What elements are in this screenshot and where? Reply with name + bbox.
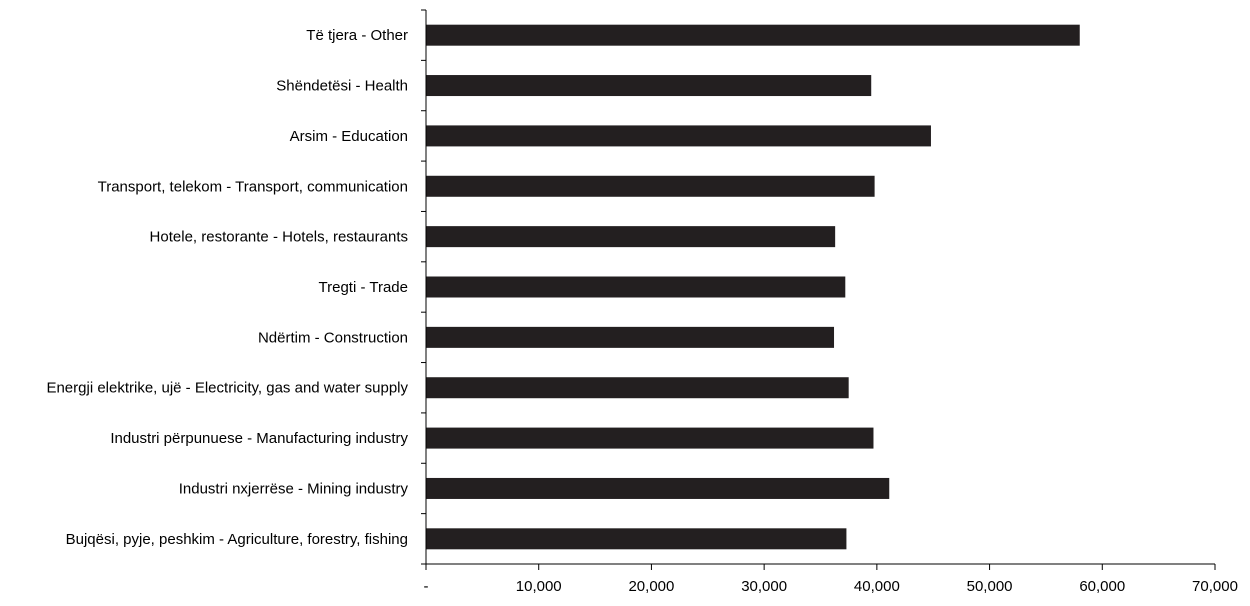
bar <box>426 377 849 399</box>
bar <box>426 125 931 147</box>
bar <box>426 24 1080 46</box>
x-tick-label: 20,000 <box>628 578 674 595</box>
bar <box>426 226 836 248</box>
bars-group <box>426 24 1080 550</box>
labels-group: Bujqësi, pyje, peshkim - Agriculture, fo… <box>46 27 1237 595</box>
category-label: Hotele, restorante - Hotels, restaurants <box>150 229 408 246</box>
category-label: Transport, telekom - Transport, communic… <box>98 178 408 195</box>
x-tick-label: 40,000 <box>854 578 900 595</box>
bar <box>426 276 846 298</box>
x-tick-label: 50,000 <box>967 578 1013 595</box>
category-label: Shëndetësi - Health <box>276 78 408 95</box>
x-tick-label: 30,000 <box>741 578 787 595</box>
bar <box>426 528 847 550</box>
x-tick-label: - <box>424 578 429 595</box>
category-label: Industri përpunuese - Manufacturing indu… <box>110 430 408 447</box>
category-label: Industri nxjerrëse - Mining industry <box>179 480 409 497</box>
bar <box>426 326 835 348</box>
category-label: Tregti - Trade <box>319 279 408 296</box>
category-label: Arsim - Education <box>290 128 408 145</box>
category-label: Bujqësi, pyje, peshkim - Agriculture, fo… <box>66 531 408 548</box>
category-label: Energji elektrike, ujë - Electricity, ga… <box>46 380 408 397</box>
category-label: Të tjera - Other <box>306 27 408 44</box>
bar <box>426 477 890 499</box>
x-tick-label: 10,000 <box>516 578 562 595</box>
x-tick-label: 60,000 <box>1079 578 1125 595</box>
bar <box>426 175 875 197</box>
category-label: Ndërtim - Construction <box>258 329 408 346</box>
x-tick-label: 70,000 <box>1192 578 1238 595</box>
bar <box>426 75 872 97</box>
axes-group <box>421 9 1216 570</box>
bar <box>426 427 874 449</box>
